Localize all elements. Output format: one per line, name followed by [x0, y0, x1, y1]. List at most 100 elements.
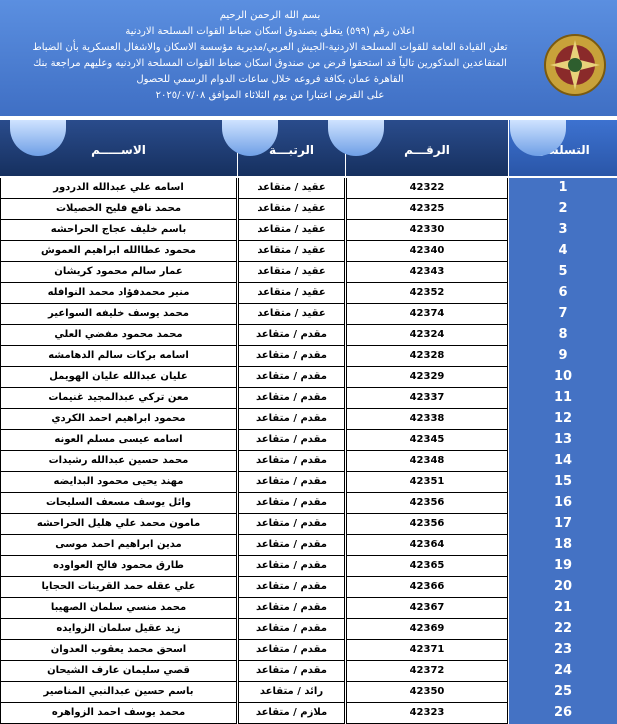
table-cell: مدين ابراهيم احمد موسى — [0, 535, 237, 556]
table-cell: 1 — [509, 178, 617, 199]
table-cell: 12 — [509, 409, 617, 430]
table-cell: عقيد / متقاعد — [238, 241, 345, 262]
table-cell: عقيد / متقاعد — [238, 199, 345, 220]
table-row: مهند يحيى محمود البدايضه مقدم / متقاعد 423… — [0, 472, 617, 493]
table-row: مامون محمد علي هليل الحراحشه مقدم / متقاع… — [0, 514, 617, 535]
table-cell: 42356 — [346, 493, 508, 514]
table-cell: محمد حسين عبدالله رشيدات — [0, 451, 237, 472]
table-cell: مقدم / متقاعد — [238, 472, 345, 493]
table-cell: زيد عقيل سلمان الزوايده — [0, 619, 237, 640]
table-cell: 14 — [509, 451, 617, 472]
table-cell: مقدم / متقاعد — [238, 598, 345, 619]
table-row: قصي سليمان عارف الشيحان مقدم / متقاعد 4237… — [0, 661, 617, 682]
table-cell: مقدم / متقاعد — [238, 577, 345, 598]
table-row: مدين ابراهيم احمد موسى مقدم / متقاعد 42364… — [0, 535, 617, 556]
table-cell: 42374 — [346, 304, 508, 325]
header-line: القاهرة عمان بكافة فروعه خلال ساعات الدو… — [136, 74, 404, 85]
table-cell: عقيد / متقاعد — [238, 220, 345, 241]
table-row: محمود ابراهيم احمد الكردي مقدم / متقاعد 42… — [0, 409, 617, 430]
table-cell: 42366 — [346, 577, 508, 598]
table-cell: 17 — [509, 514, 617, 535]
table-row: اسامه علي عبدالله الدردور عقيد / متقاعد 42… — [0, 178, 617, 199]
table-cell: 24 — [509, 661, 617, 682]
table-cell: محمد يوسف احمد الزواهره — [0, 703, 237, 724]
table-cell: معن تركي عبدالمجيد غنيمات — [0, 388, 237, 409]
table-cell: اسامه علي عبدالله الدردور — [0, 178, 237, 199]
table-cell: 42340 — [346, 241, 508, 262]
emblem — [544, 34, 606, 96]
header-line: المتقاعدين المذكورين تالياً قد استحقوا ق… — [33, 58, 507, 69]
table-row: عليان عبدالله عليان الهويمل مقدم / متقاعد… — [0, 367, 617, 388]
table-cell: مقدم / متقاعد — [238, 661, 345, 682]
table-cell: مقدم / متقاعد — [238, 640, 345, 661]
table-cell: مقدم / متقاعد — [238, 556, 345, 577]
table-row: محمد يوسف خليفه السواعير عقيد / متقاعد 423… — [0, 304, 617, 325]
table-cell: 42328 — [346, 346, 508, 367]
table-cell: 7 — [509, 304, 617, 325]
table-row: محمد نافع فليح الخصيلات عقيد / متقاعد 4232… — [0, 199, 617, 220]
table-cell: 16 — [509, 493, 617, 514]
table-cell: 25 — [509, 682, 617, 703]
header: بسم الله الرحمن الرحيم اعلان رقم (٥٩٩) يت… — [0, 0, 617, 116]
table-cell: مقدم / متقاعد — [238, 430, 345, 451]
table-cell: اسامه عيسى مسلم العونه — [0, 430, 237, 451]
table-cell: 6 — [509, 283, 617, 304]
table-cell: 8 — [509, 325, 617, 346]
table-cell: محمود عطاالله ابراهيم العموش — [0, 241, 237, 262]
header-line: تعلن القيادة العامة للقوات المسلحة الارد… — [32, 42, 508, 53]
table-cell: مقدم / متقاعد — [238, 451, 345, 472]
table-cell: عقيد / متقاعد — [238, 178, 345, 199]
header-line: بسم الله الرحمن الرحيم — [219, 10, 321, 21]
table-cell: 42365 — [346, 556, 508, 577]
table-cell: 42345 — [346, 430, 508, 451]
header-line: اعلان رقم (٥٩٩) يتعلق بصندوق اسكان ضباط … — [125, 26, 415, 37]
table-cell: محمد يوسف خليفه السواعير — [0, 304, 237, 325]
table-cell: مقدم / متقاعد — [238, 409, 345, 430]
table-cell: 2 — [509, 199, 617, 220]
table-cell: طارق محمود فالح العواوده — [0, 556, 237, 577]
table-cell: مقدم / متقاعد — [238, 514, 345, 535]
table-cell: 42348 — [346, 451, 508, 472]
table-cell: 9 — [509, 346, 617, 367]
table-cell: اسامه بركات سالم الدهامشه — [0, 346, 237, 367]
table-cell: 42351 — [346, 472, 508, 493]
table-cell: 42322 — [346, 178, 508, 199]
table-cell: 26 — [509, 703, 617, 724]
table-cell: محمد نافع فليح الخصيلات — [0, 199, 237, 220]
table-cell: 42337 — [346, 388, 508, 409]
table-cell: 20 — [509, 577, 617, 598]
table-cell: 42330 — [346, 220, 508, 241]
table-cell: مقدم / متقاعد — [238, 535, 345, 556]
table-cell: محمود ابراهيم احمد الكردي — [0, 409, 237, 430]
table-cell: عقيد / متقاعد — [238, 283, 345, 304]
table-cell: عمار سالم محمود كريشان — [0, 262, 237, 283]
table-cell: مقدم / متقاعد — [238, 619, 345, 640]
table-cell: قصي سليمان عارف الشيحان — [0, 661, 237, 682]
table-row: محمد محمود مفضي العلي مقدم / متقاعد 42324 8 — [0, 325, 617, 346]
table-cell: 42329 — [346, 367, 508, 388]
header-line: على القرض اعتبارا من يوم الثلاثاء المواف… — [155, 90, 385, 101]
table-cell: 42350 — [346, 682, 508, 703]
table-row: زيد عقيل سلمان الزوايده مقدم / متقاعد 4236… — [0, 619, 617, 640]
table-cell: رائد / متقاعد — [238, 682, 345, 703]
table-cell: عقيد / متقاعد — [238, 304, 345, 325]
table-cell: ملازم / متقاعد — [238, 703, 345, 724]
table-cell: محمد منسي سلمان الصهيبا — [0, 598, 237, 619]
table-cell: علي عقله حمد القرينات الحجايا — [0, 577, 237, 598]
table-row: معن تركي عبدالمجيد غنيمات مقدم / متقاعد 42… — [0, 388, 617, 409]
table-cell: 42364 — [346, 535, 508, 556]
table-cell: 10 — [509, 367, 617, 388]
table-row: محمد منسي سلمان الصهيبا مقدم / متقاعد 4236… — [0, 598, 617, 619]
table-cell: محمد محمود مفضي العلي — [0, 325, 237, 346]
table-row: اسحق محمد يعقوب العدوان مقدم / متقاعد 4237… — [0, 640, 617, 661]
table-cell: مامون محمد علي هليل الحراحشه — [0, 514, 237, 535]
table-cell: 18 — [509, 535, 617, 556]
table-cell: باسم خليف عجاج الحراحشه — [0, 220, 237, 241]
table-row: عمار سالم محمود كريشان عقيد / متقاعد 42343… — [0, 262, 617, 283]
table-cell: اسحق محمد يعقوب العدوان — [0, 640, 237, 661]
table-row: اسامه عيسى مسلم العونه مقدم / متقاعد 42345… — [0, 430, 617, 451]
table-cell: 42352 — [346, 283, 508, 304]
table-cell: 42324 — [346, 325, 508, 346]
table-header: الاســـــم الرتبـــة الرقـــم التسلسل — [0, 120, 617, 176]
